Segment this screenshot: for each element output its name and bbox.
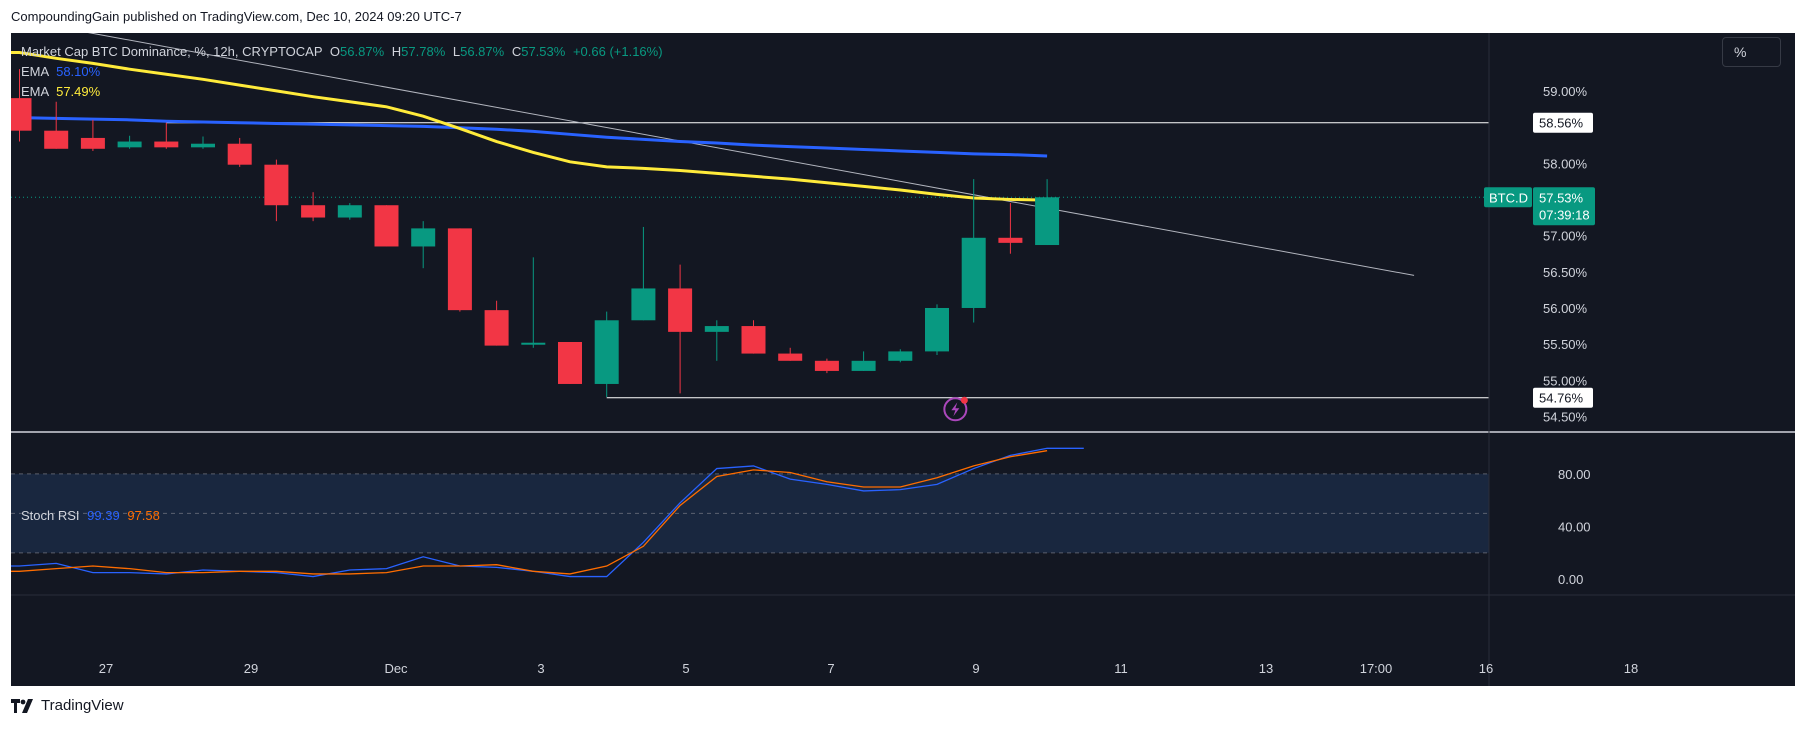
change-value: +0.66 (+1.16%) [572, 44, 663, 59]
candle-body [44, 130, 69, 149]
ema-fast-label: EMA [21, 84, 49, 99]
candle-body [227, 143, 252, 165]
candle-body [447, 228, 472, 311]
candle-body [191, 143, 215, 148]
candle-body [117, 141, 142, 148]
ema-slow-label: EMA [21, 64, 49, 79]
price-axis-tick: 57.00% [1543, 229, 1588, 244]
price-axis-tick: 56.50% [1543, 265, 1588, 280]
candle-body [704, 326, 729, 332]
stoch-axis-tick: 40.00 [1558, 520, 1591, 535]
candle-body [925, 307, 949, 352]
candle-body [411, 228, 436, 247]
candle-body [521, 342, 546, 345]
low-label: L [452, 44, 461, 59]
price-label-58-56-box [1533, 112, 1593, 133]
price-axis-tick: 59.00% [1543, 84, 1588, 99]
candle-body [337, 205, 362, 218]
stoch-rsi-d-line [11, 450, 1048, 575]
tradingview-logo-icon [11, 698, 33, 713]
candle-body [668, 288, 693, 332]
price-axis-tick: 55.00% [1543, 373, 1588, 388]
time-axis-tick: 5 [682, 661, 689, 676]
symbol-tag-box [1484, 187, 1532, 208]
tradingview-footer[interactable]: TradingView [11, 697, 124, 714]
stoch-axis-tick: 80.00 [1558, 467, 1591, 482]
candle-body [374, 205, 399, 247]
open-value: 56.87% [340, 44, 385, 59]
candle-body [558, 341, 582, 384]
candle-body [484, 310, 509, 346]
candle-body [11, 98, 32, 131]
published-by-header: CompoundingGain published on TradingView… [11, 9, 462, 24]
price-label-54-76-box [1533, 387, 1593, 408]
high-value: 57.78% [401, 44, 446, 59]
candle-body [154, 141, 179, 148]
candle-body [631, 288, 656, 321]
symbol-tag: BTC.D [1489, 190, 1528, 205]
close-label: C [511, 44, 522, 59]
candle-body [1035, 197, 1060, 246]
time-axis-tick: 11 [1114, 661, 1128, 676]
price-label-58-56: 58.56% [1539, 116, 1584, 131]
time-axis-tick: 27 [99, 661, 113, 676]
price-axis-tick: 54.50% [1543, 410, 1588, 425]
ema-slow-value: 58.10% [56, 64, 101, 79]
stoch-rsi-label: Stoch RSI [21, 508, 80, 523]
trend-line [87, 33, 1415, 276]
ema-fast-legend[interactable]: EMA 57.49% [21, 82, 663, 102]
countdown-label: 07:39:18 [1539, 207, 1590, 222]
candle-body [998, 237, 1023, 243]
time-axis-tick: 7 [827, 661, 834, 676]
ema-fast-line [11, 51, 1048, 202]
candle-body [80, 137, 105, 149]
close-value: 57.53% [521, 44, 566, 59]
candle-body [264, 164, 289, 206]
price-label-54-76: 54.76% [1539, 391, 1584, 406]
tradingview-brand: TradingView [41, 697, 124, 714]
percent-scale-button[interactable]: % [1722, 37, 1781, 67]
open-label: O [329, 44, 341, 59]
high-label: H [391, 44, 402, 59]
price-axis-tick: 56.00% [1543, 301, 1588, 316]
current-price-label: 57.53% [1539, 190, 1584, 205]
candle-body [594, 320, 619, 384]
events-lightning-icon [943, 397, 968, 422]
stoch-axis-tick: 0.00 [1558, 572, 1583, 587]
chart-canvas[interactable]: 59.00% 58.00% 57.00% 56.50% 56.00% 55.50% 55.0… [11, 33, 1795, 686]
time-axis-tick: 9 [972, 661, 979, 676]
price-axis-tick: 55.50% [1543, 337, 1588, 352]
time-axis-tick: Dec [384, 661, 408, 676]
time-axis-tick: 29 [244, 661, 258, 676]
candle-body [888, 351, 913, 361]
ema-fast-value: 57.49% [56, 84, 101, 99]
price-axis-tick: 58.00% [1543, 156, 1588, 171]
low-value: 56.87% [460, 44, 505, 59]
ema-slow-line [11, 116, 1048, 158]
ema-slow-legend[interactable]: EMA 58.10% [21, 62, 663, 82]
time-axis-tick: 18 [1624, 661, 1638, 676]
candle-body [814, 360, 839, 371]
lightning-glyph [951, 402, 960, 417]
candle-body [851, 360, 876, 371]
current-price-box [1533, 187, 1595, 226]
time-axis-tick: 13 [1259, 661, 1273, 676]
stoch-rsi-k-value: 99.39 [87, 508, 120, 523]
stoch-rsi-legend[interactable]: Stoch RSI 99.39 97.58 [21, 508, 160, 523]
price-legend: Market Cap BTC Dominance, %, 12h, CRYPTO… [21, 42, 663, 102]
time-axis-tick: 16 [1479, 661, 1493, 676]
chart-area[interactable]: 59.00% 58.00% 57.00% 56.50% 56.00% 55.50% 55.0… [11, 33, 1795, 686]
candle-body [961, 237, 986, 308]
time-axis-tick: 17:00 [1360, 661, 1393, 676]
events-notification-dot [960, 396, 968, 404]
candle-body [778, 353, 803, 361]
candle-body [741, 326, 766, 354]
stoch-rsi-d-value: 97.58 [127, 508, 160, 523]
symbol-title[interactable]: Market Cap BTC Dominance, %, 12h, CRYPTO… [21, 44, 323, 59]
time-axis-tick: 3 [537, 661, 544, 676]
candle-body [301, 205, 326, 218]
